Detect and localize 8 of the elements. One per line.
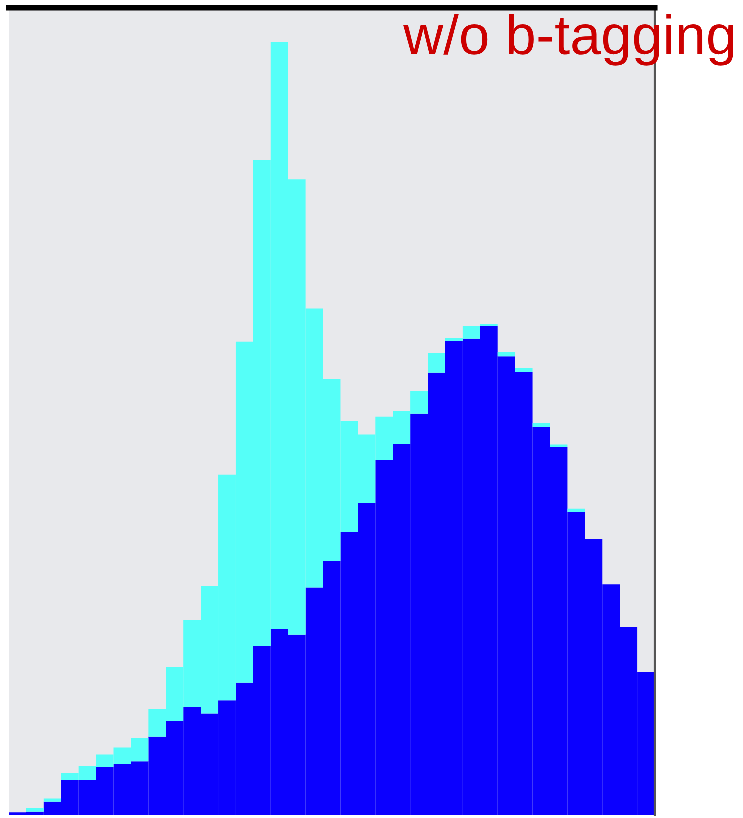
bar: [26, 808, 44, 812]
bar: [44, 798, 62, 802]
bar: [428, 354, 446, 373]
bar: [550, 444, 568, 448]
bar: [498, 352, 516, 357]
bar: [532, 423, 550, 427]
bar: [515, 368, 533, 372]
bar: [568, 508, 586, 512]
